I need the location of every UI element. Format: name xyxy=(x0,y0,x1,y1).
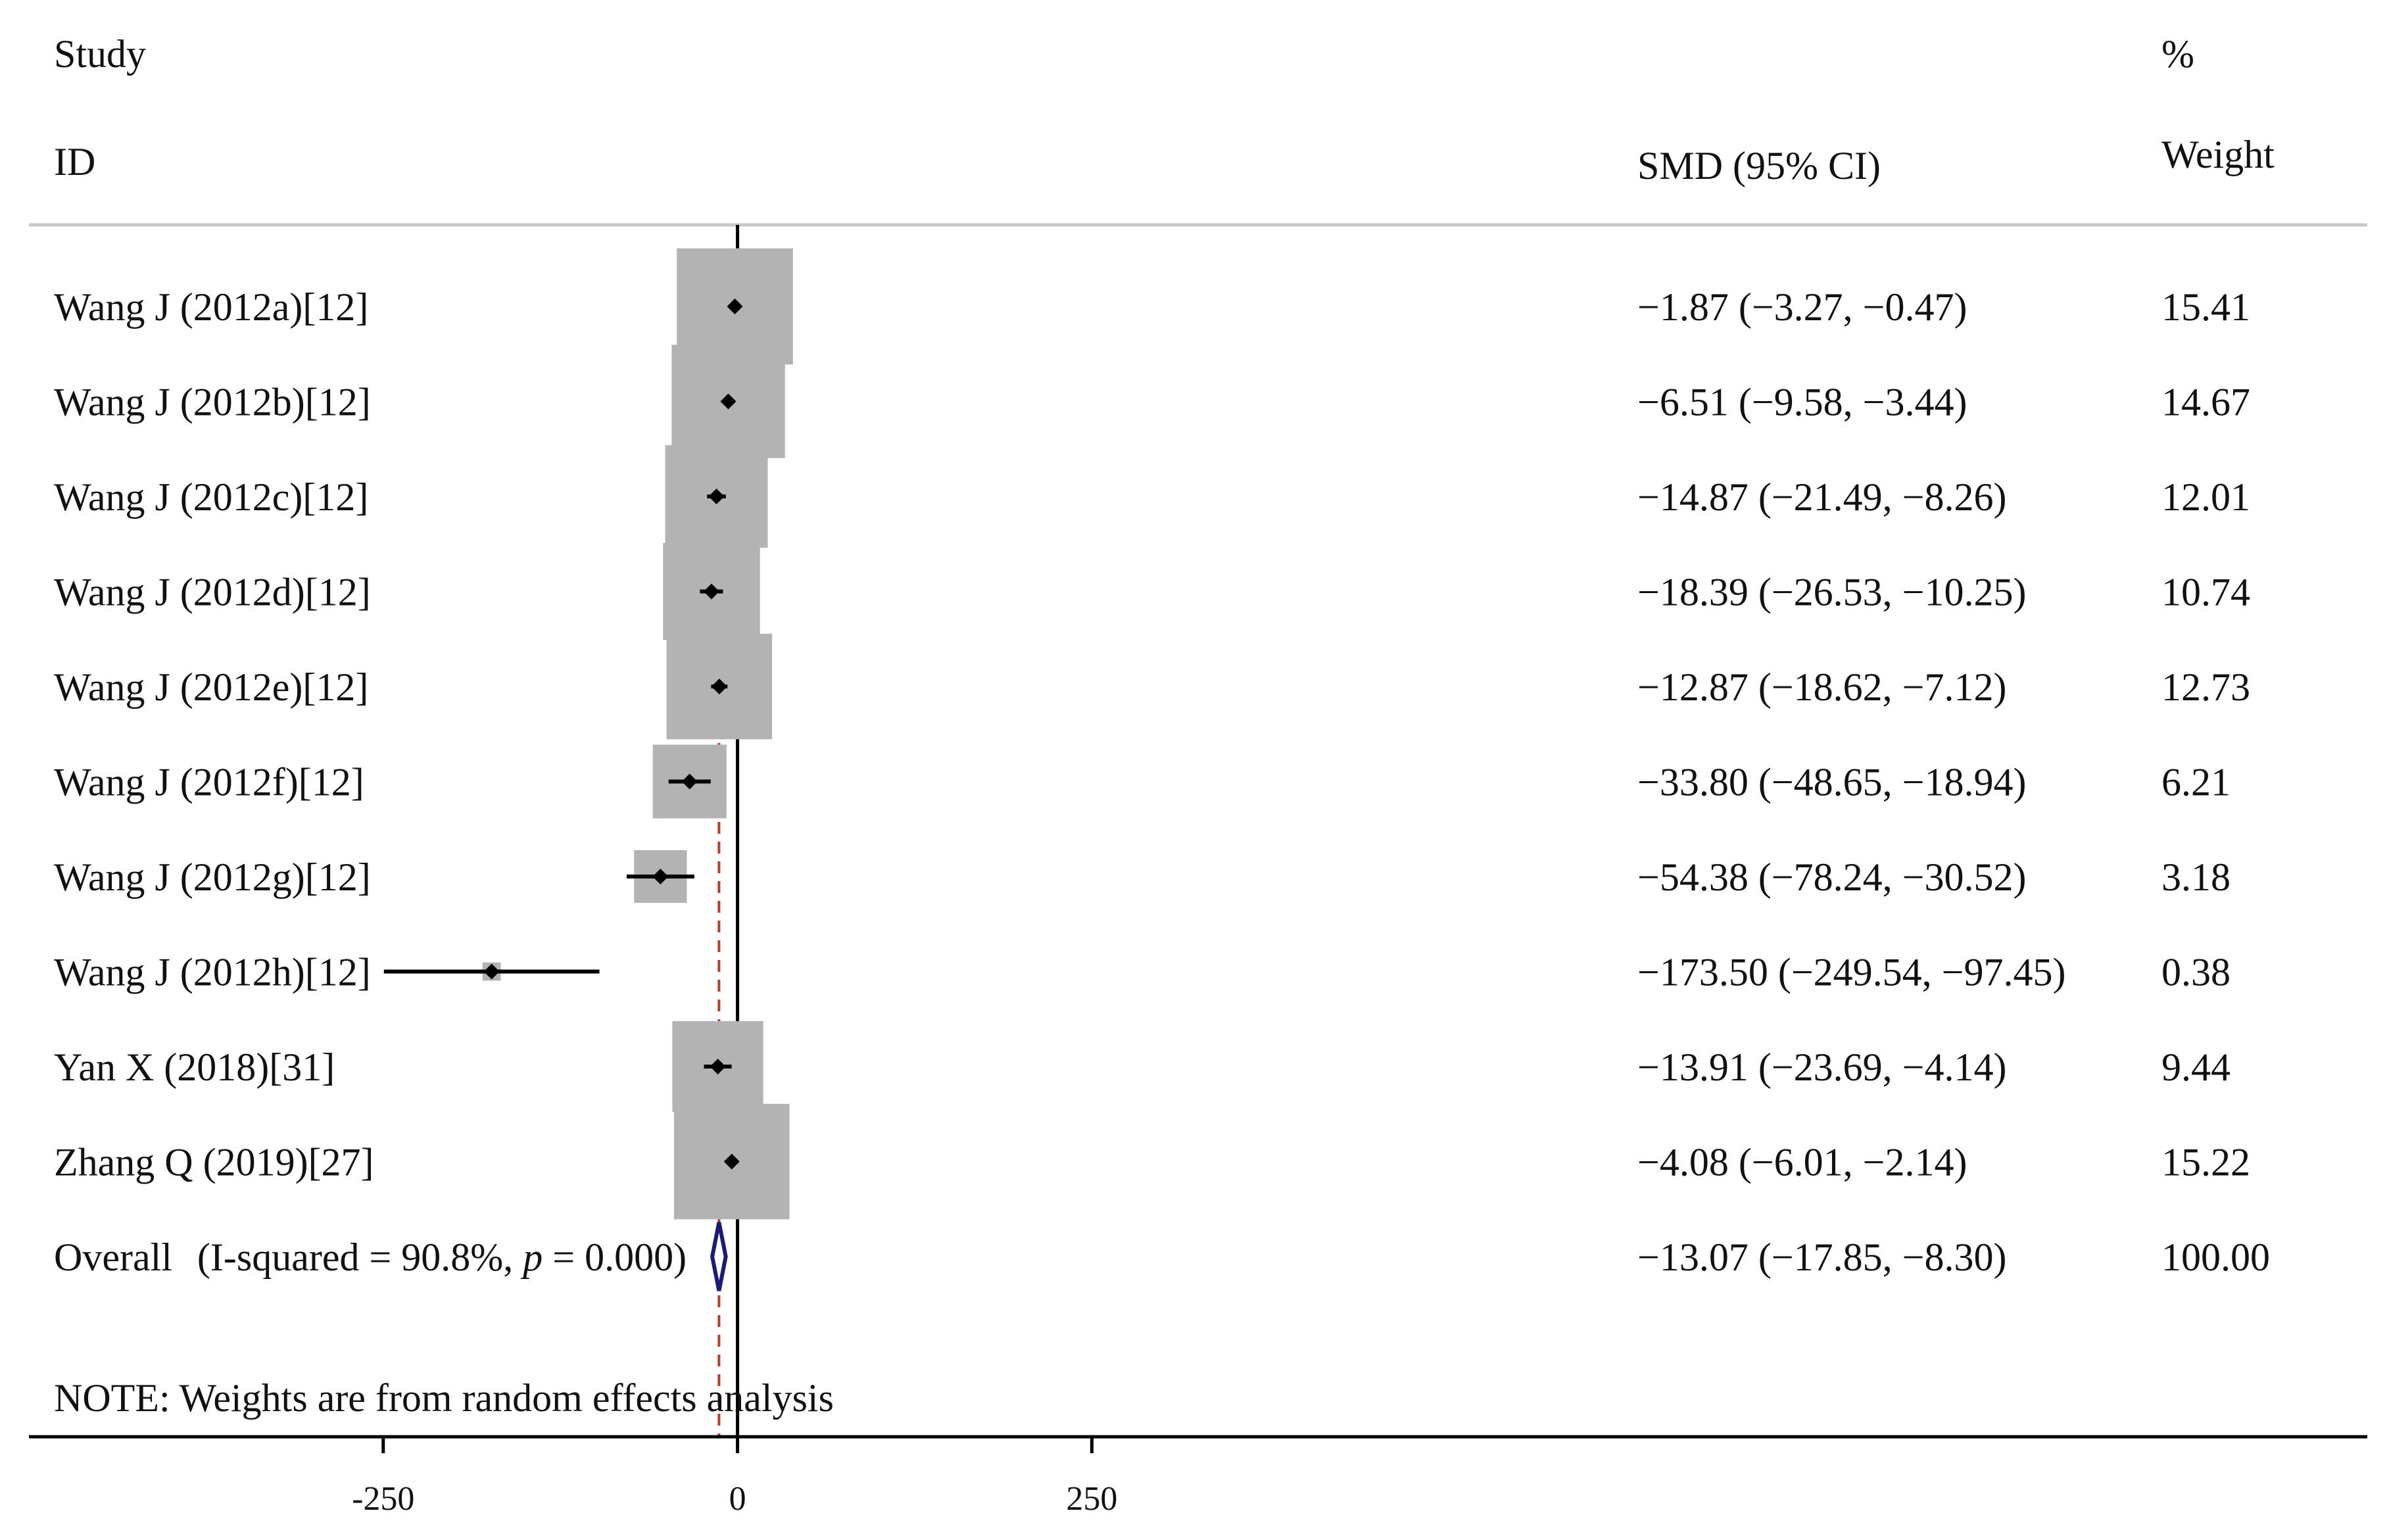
study-weight-text: 0.38 xyxy=(2161,951,2231,994)
point-estimate xyxy=(711,679,727,694)
x-tick-label: 250 xyxy=(1066,1480,1117,1518)
study-row: Wang J (2012h)[12] −173.50 (−249.54, −97.… xyxy=(54,951,2231,994)
study-rows: Wang J (2012a)[12] −1.87 (−3.27, −0.47) 15… xyxy=(54,248,2250,1220)
study-weight-text: 15.41 xyxy=(2161,285,2250,329)
study-label: Zhang Q (2019)[27] xyxy=(54,1141,374,1184)
footnote: NOTE: Weights are from random effects an… xyxy=(54,1376,834,1420)
overall-weight-text: 100.00 xyxy=(2161,1236,2270,1279)
point-estimate xyxy=(720,393,736,410)
x-tick-label: 0 xyxy=(729,1480,746,1518)
study-label: Wang J (2012d)[12] xyxy=(54,571,371,614)
study-row: Wang J (2012f)[12] −33.80 (−48.65, −18.94… xyxy=(54,744,2231,819)
study-ci-text: −54.38 (−78.24, −30.52) xyxy=(1637,855,2026,899)
study-ci-text: −18.39 (−26.53, −10.25) xyxy=(1637,571,2026,614)
header-weight-percent: % xyxy=(2161,32,2194,76)
study-ci-text: −12.87 (−18.62, −7.12) xyxy=(1637,665,2006,709)
point-estimate xyxy=(727,299,743,314)
study-row: Wang J (2012g)[12] −54.38 (−78.24, −30.52… xyxy=(54,850,2231,903)
study-ci-text: −14.87 (−21.49, −8.26) xyxy=(1637,475,2006,519)
study-weight-text: 9.44 xyxy=(2161,1046,2231,1089)
study-row: Wang J (2012c)[12] −14.87 (−21.49, −8.26)… xyxy=(54,445,2250,548)
study-ci-text: −33.80 (−48.65, −18.94) xyxy=(1637,761,2026,804)
study-label: Wang J (2012f)[12] xyxy=(54,761,364,804)
overall-heterogeneity-suffix: = 0.000) xyxy=(543,1236,687,1279)
overall-diamond xyxy=(710,1222,728,1291)
study-ci-text: −4.08 (−6.01, −2.14) xyxy=(1637,1141,1967,1184)
header-effect: SMD (95% CI) xyxy=(1637,144,1881,187)
study-label: Wang J (2012c)[12] xyxy=(54,475,368,519)
overall-label-text: Overall xyxy=(54,1236,172,1279)
point-estimate xyxy=(710,1059,726,1074)
point-estimate xyxy=(703,583,719,600)
study-weight-text: 12.01 xyxy=(2161,475,2250,519)
overall-ci-text: −13.07 (−17.85, −8.30) xyxy=(1637,1236,2006,1279)
study-row: Zhang Q (2019)[27] −4.08 (−6.01, −2.14) 15… xyxy=(54,1103,2250,1220)
study-row: Wang J (2012e)[12] −12.87 (−18.62, −7.12)… xyxy=(54,633,2250,740)
study-row: Wang J (2012b)[12] −6.51 (−9.58, −3.44) 14… xyxy=(54,345,2250,458)
study-weight-text: 15.22 xyxy=(2161,1141,2250,1184)
study-ci-text: −13.91 (−23.69, −4.14) xyxy=(1637,1046,2006,1089)
study-weight-text: 3.18 xyxy=(2161,855,2231,899)
study-label: Wang J (2012h)[12] xyxy=(54,951,371,994)
study-ci-text: −6.51 (−9.58, −3.44) xyxy=(1637,381,1967,424)
study-ci-text: −1.87 (−3.27, −0.47) xyxy=(1637,285,1967,329)
study-label: Yan X (2018)[31] xyxy=(54,1046,335,1089)
point-estimate xyxy=(652,869,669,884)
study-label: Wang J (2012a)[12] xyxy=(54,285,368,329)
overall-heterogeneity-prefix: (I-squared = 90.8%, xyxy=(197,1236,523,1279)
header-weight: Weight xyxy=(2161,133,2275,176)
x-tick-label: -250 xyxy=(352,1480,414,1518)
study-weight-text: 6.21 xyxy=(2161,761,2231,804)
point-estimate xyxy=(681,773,698,790)
study-row: Wang J (2012d)[12] −18.39 (−26.53, −10.25… xyxy=(54,542,2250,640)
header-id: ID xyxy=(54,140,95,183)
study-row: Yan X (2018)[31] −13.91 (−23.69, −4.14) 9.… xyxy=(54,1021,2231,1113)
study-label: Wang J (2012b)[12] xyxy=(54,381,371,424)
point-estimate xyxy=(483,963,500,980)
study-ci-text: −173.50 (−249.54, −97.45) xyxy=(1637,951,2065,994)
study-row: Wang J (2012a)[12] −1.87 (−3.27, −0.47) 15… xyxy=(54,248,2250,365)
point-estimate xyxy=(708,489,725,504)
study-weight-text: 14.67 xyxy=(2161,381,2250,424)
overall-p-symbol: p xyxy=(520,1236,543,1279)
study-weight-text: 12.73 xyxy=(2161,665,2250,709)
overall-row: Overall (I-squared = 90.8%, p = 0.000) −1… xyxy=(54,1222,2270,1291)
study-label: Wang J (2012g)[12] xyxy=(54,855,371,899)
study-label: Wang J (2012e)[12] xyxy=(54,665,368,709)
study-weight-text: 10.74 xyxy=(2161,571,2250,614)
overall-label: Overall (I-squared = 90.8%, p = 0.000) xyxy=(54,1236,687,1279)
header-study: Study xyxy=(54,32,146,76)
point-estimate xyxy=(723,1153,740,1170)
x-axis-ticks: -250 0 250 xyxy=(352,1437,1117,1518)
